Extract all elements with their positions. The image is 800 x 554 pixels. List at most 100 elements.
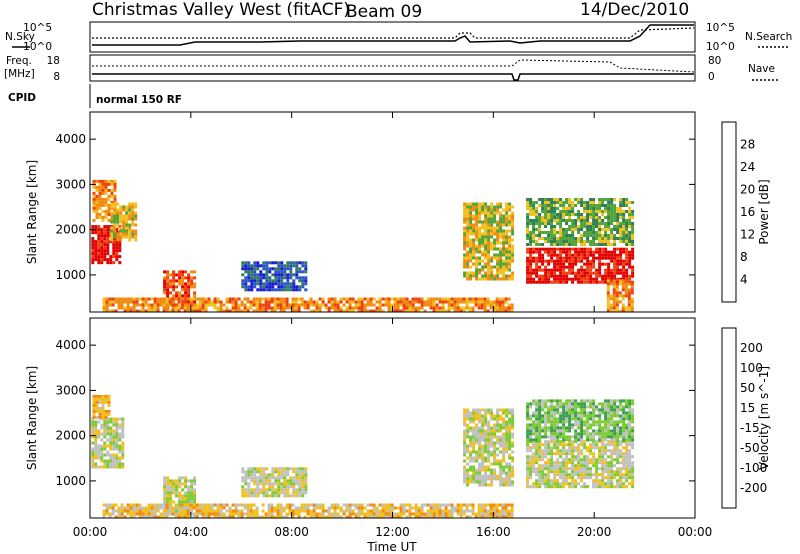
- velocity-cell: [568, 399, 572, 403]
- velocity-cell: [535, 438, 539, 442]
- velocity-cell: [97, 444, 101, 448]
- power-cell: [262, 261, 266, 265]
- velocity-cell: [613, 435, 617, 439]
- velocity-cell: [118, 435, 122, 439]
- velocity-cell: [544, 411, 548, 415]
- power-cell: [628, 265, 632, 269]
- power-cell: [405, 297, 409, 301]
- power-cell: [450, 297, 454, 301]
- power-cell: [274, 273, 278, 277]
- power-cell: [598, 210, 602, 213]
- velocity-cell: [366, 515, 370, 519]
- power-cell: [166, 288, 170, 292]
- power-cell: [577, 216, 581, 219]
- velocity-cell: [478, 483, 482, 487]
- velocity-cell: [535, 405, 539, 409]
- velocity-cell: [568, 420, 572, 424]
- power-cell: [505, 238, 509, 242]
- power-cell: [532, 219, 536, 222]
- velocity-cell: [115, 438, 119, 442]
- power-cell: [115, 246, 119, 250]
- velocity-cell: [321, 503, 325, 507]
- power-cell: [187, 276, 191, 280]
- velocity-cell: [526, 470, 530, 474]
- power-cell: [104, 203, 108, 207]
- velocity-cell: [610, 452, 614, 456]
- velocity-cell: [562, 429, 566, 433]
- power-cell: [213, 306, 217, 310]
- power-cell: [363, 306, 367, 310]
- power-cell: [487, 226, 491, 230]
- power-cell: [484, 253, 488, 257]
- power-cell: [565, 259, 569, 263]
- velocity-cell: [504, 509, 508, 513]
- power-cell: [465, 300, 469, 304]
- velocity-cell: [550, 449, 554, 453]
- noise-tick-high: 10^5: [23, 22, 52, 34]
- power-cell: [493, 205, 497, 209]
- velocity-cell: [237, 503, 241, 507]
- power-cell: [604, 277, 608, 281]
- velocity-cell: [568, 446, 572, 450]
- power-cell: [198, 300, 202, 304]
- velocity-cell: [297, 506, 301, 510]
- power-cell: [252, 303, 256, 307]
- power-cell: [162, 297, 166, 301]
- velocity-cell: [210, 512, 214, 516]
- power-cell: [378, 303, 382, 307]
- velocity-cell: [117, 512, 121, 516]
- velocity-cell: [556, 399, 560, 403]
- velocity-cell: [553, 399, 557, 403]
- velocity-cell: [253, 467, 257, 471]
- power-cell: [270, 309, 274, 313]
- velocity-cell: [280, 491, 284, 495]
- power-cell: [366, 303, 370, 307]
- velocity-cell: [511, 471, 515, 475]
- velocity-cell: [562, 405, 566, 409]
- velocity-cell: [571, 414, 575, 418]
- velocity-cell: [101, 394, 105, 398]
- power-cell: [117, 306, 121, 310]
- power-cell: [577, 228, 581, 231]
- power-cell: [499, 211, 503, 215]
- velocity-cell: [574, 435, 578, 439]
- velocity-cell: [384, 509, 388, 513]
- power-cell: [252, 297, 256, 301]
- velocity-cell: [417, 509, 421, 513]
- velocity-cell: [426, 512, 430, 516]
- velocity-cell: [190, 491, 194, 495]
- velocity-cell: [622, 485, 626, 489]
- power-cell: [616, 259, 620, 263]
- power-cell: [556, 207, 560, 210]
- power-cell: [630, 306, 634, 310]
- power-cell: [181, 270, 185, 274]
- velocity-cell: [505, 450, 509, 454]
- velocity-cell: [538, 411, 542, 415]
- power-cell: [595, 231, 599, 234]
- velocity-cell: [333, 509, 337, 513]
- velocity-cell: [508, 429, 512, 433]
- velocity-cell: [547, 446, 551, 450]
- velocity-cell: [604, 438, 608, 442]
- velocity-cell: [559, 473, 563, 477]
- velocity-cell: [553, 426, 557, 430]
- power-cell: [116, 220, 120, 224]
- velocity-cell: [204, 512, 208, 516]
- power-cell: [547, 213, 551, 216]
- velocity-cell: [393, 506, 397, 510]
- velocity-cell: [94, 420, 98, 424]
- velocity-cell: [589, 423, 593, 427]
- power-cell: [628, 274, 632, 278]
- power-cell: [108, 303, 112, 307]
- velocity-cell: [622, 461, 626, 465]
- power-cell: [122, 232, 126, 236]
- velocity-cell: [256, 494, 260, 498]
- velocity-cell: [469, 414, 473, 418]
- power-cell: [417, 297, 421, 301]
- power-cell: [472, 223, 476, 227]
- power-cell: [219, 306, 223, 310]
- velocity-cell: [619, 485, 623, 489]
- velocity-cell: [562, 426, 566, 430]
- velocity-cell: [187, 488, 191, 492]
- power-cell: [580, 256, 584, 260]
